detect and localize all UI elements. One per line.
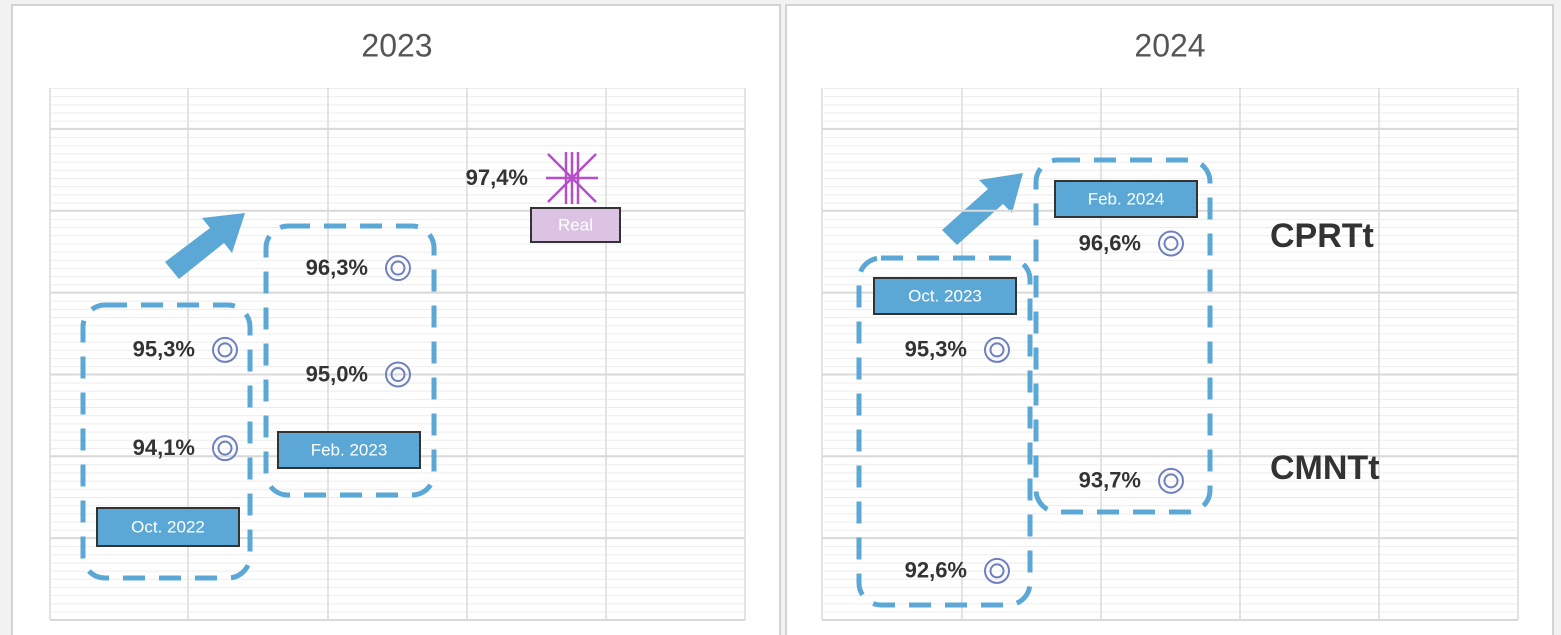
- marker-ring: [984, 336, 1010, 363]
- marker: [984, 336, 1010, 363]
- marker: [984, 557, 1010, 584]
- marker-ring: [984, 557, 1010, 584]
- trend-arrow: [165, 173, 1023, 279]
- value-label: 92,6%: [905, 558, 967, 583]
- group-box: [80, 302, 253, 581]
- group-box: [263, 223, 437, 498]
- value-label: 96,6%: [1079, 230, 1141, 255]
- series-label-box: [873, 277, 1017, 315]
- value-label: 95,3%: [133, 337, 195, 362]
- value-label: 96,3%: [306, 255, 368, 280]
- series-label-box: [96, 507, 240, 547]
- value-label: 95,0%: [306, 361, 368, 386]
- minor-grid: [822, 88, 1518, 620]
- series-label: Real: [558, 215, 593, 234]
- series-label-box: [277, 431, 421, 469]
- annotation: CPRTt: [1270, 217, 1374, 255]
- marker: [385, 255, 411, 282]
- marker-ring: [1158, 230, 1184, 257]
- series-label-box: [1054, 180, 1198, 218]
- value-label: 94,1%: [133, 435, 195, 460]
- marker-ring: [212, 336, 238, 363]
- value-label: 95,3%: [905, 337, 967, 362]
- marker-ring: [217, 342, 233, 358]
- marker-ring: [385, 255, 411, 282]
- marker: [546, 152, 598, 205]
- chart-title: 2023: [361, 27, 432, 63]
- series-label: Feb. 2024: [1088, 189, 1165, 208]
- annotation: CMNTt: [1270, 449, 1380, 487]
- marker-ring: [390, 366, 406, 382]
- marker-ring: [217, 440, 233, 456]
- series-label-box: [530, 207, 621, 243]
- marker: [385, 361, 411, 388]
- value-label: 97,4%: [466, 165, 528, 190]
- value-label: 93,7%: [1079, 468, 1141, 493]
- vertical-grid: [49, 88, 1519, 620]
- marker: [212, 336, 238, 363]
- series-label: Oct. 2023: [908, 286, 982, 305]
- series-label: Feb. 2023: [311, 440, 388, 459]
- marker-ring: [989, 563, 1005, 579]
- marker-ring: [1163, 236, 1179, 252]
- marker: [1158, 230, 1184, 257]
- group-box: [856, 255, 1033, 608]
- chart-title: 2024: [1134, 27, 1205, 63]
- marker-ring: [390, 260, 406, 276]
- marker-ring: [1163, 473, 1179, 489]
- marker-ring: [989, 342, 1005, 358]
- marker: [1158, 467, 1184, 494]
- marker: [212, 435, 238, 462]
- marker-ring: [1158, 467, 1184, 494]
- marker-ring: [385, 361, 411, 388]
- marker-ring: [212, 435, 238, 462]
- series-label: Oct. 2022: [131, 517, 205, 536]
